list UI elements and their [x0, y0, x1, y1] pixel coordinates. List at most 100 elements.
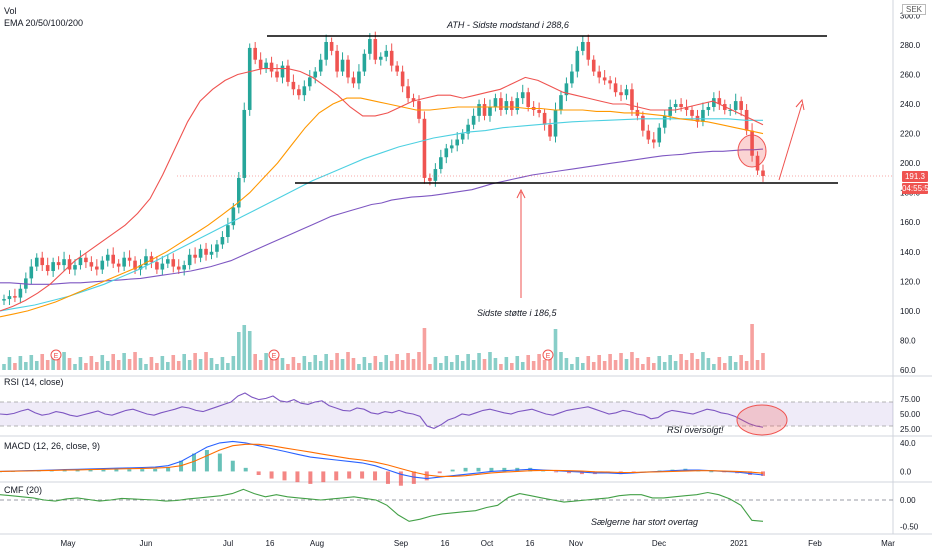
candle-body [133, 260, 137, 270]
time-tick-label: 2021 [730, 539, 748, 548]
candle-body [100, 260, 105, 270]
macd-histogram-bar [230, 460, 235, 472]
volume-bar [313, 355, 318, 370]
volume-bar [231, 356, 236, 370]
candle-body [198, 248, 203, 258]
macd-histogram-bar [554, 471, 559, 473]
candle-body [602, 77, 607, 81]
candle-body [231, 207, 236, 226]
candle-body [559, 95, 563, 110]
candle-body [449, 145, 454, 149]
candle-body [455, 139, 460, 146]
macd-histogram-bar [385, 471, 390, 484]
cmf-legend[interactable]: CMF (20) [4, 485, 42, 495]
candle-body [433, 169, 438, 181]
currency-button[interactable]: SEK [901, 4, 926, 15]
volume-bar [176, 361, 181, 370]
macd-histogram-bar [256, 471, 261, 475]
volume-bar [602, 361, 607, 370]
volume-bar [515, 356, 520, 370]
candle-body [340, 59, 345, 72]
volume-bar [62, 352, 66, 370]
candle-body [56, 262, 61, 266]
time-tick-label: Jul [223, 539, 233, 548]
candle-body [275, 71, 279, 78]
volume-bar [357, 364, 361, 370]
candle-body [329, 41, 334, 51]
candle-body [302, 86, 307, 96]
candle-body [138, 265, 143, 270]
volume-bar [346, 352, 350, 370]
earnings-marker [542, 349, 554, 361]
macd-tick-label: 40.0 [900, 439, 916, 448]
macd-histogram-bar [334, 471, 339, 481]
volume-bar [695, 359, 700, 370]
volume-bar [187, 360, 192, 370]
volume-bar [127, 359, 132, 370]
price-tick-label: 200.0 [900, 159, 921, 168]
rsi-legend[interactable]: RSI (14, close) [4, 377, 64, 387]
volume-bar [690, 353, 694, 370]
candle-body [324, 41, 328, 60]
macd-histogram-bar [127, 469, 132, 472]
volume-bar [471, 360, 476, 370]
candle-body [389, 50, 394, 66]
volume-bar [215, 364, 219, 370]
candle-body [510, 101, 514, 110]
earnings-marker-label: E [54, 353, 59, 360]
volume-bar [646, 357, 651, 370]
candle-body [608, 80, 612, 84]
volume-bar [395, 354, 399, 370]
time-tick-label: 16 [526, 539, 535, 548]
volume-bar [171, 355, 176, 370]
macd-histogram-bar [761, 471, 765, 476]
volume-bar [411, 359, 416, 370]
ema-legend[interactable]: EMA 20/50/100/200 [4, 18, 84, 28]
volume-bar [160, 356, 165, 370]
candle-body [750, 130, 754, 156]
candle-body [171, 259, 176, 267]
macd-pane [0, 440, 765, 486]
candle-body [406, 86, 410, 99]
volume-bar [575, 357, 580, 370]
time-tick-label: Feb [808, 539, 822, 548]
ema100-line [0, 118, 763, 312]
candle-body [166, 259, 170, 264]
volume-bar [297, 363, 301, 370]
volume-bar [668, 355, 672, 370]
volume-bar [701, 352, 705, 370]
time-tick-label: Aug [310, 539, 324, 548]
candle-body [193, 254, 197, 258]
candle-body [149, 256, 154, 263]
candle-body [477, 104, 481, 116]
candle-body [264, 62, 268, 69]
candle-body [526, 92, 531, 107]
volume-bar [155, 363, 159, 370]
candle-body [313, 71, 318, 78]
volume-bar [67, 358, 72, 370]
volume-bar [591, 362, 596, 370]
volume-bar [29, 355, 34, 370]
volume-bar [51, 353, 55, 370]
candle-body [728, 109, 733, 111]
volume-bar [706, 358, 711, 370]
volume-bar [417, 352, 421, 370]
macd-histogram-bar [282, 471, 287, 481]
volume-bar [542, 360, 547, 370]
candle-body [346, 59, 350, 78]
candle-body [439, 157, 443, 170]
volume-bar [504, 357, 509, 370]
support-arrowhead [516, 188, 526, 199]
macd-histogram-bar [308, 471, 313, 484]
macd-legend[interactable]: MACD (12, 26, close, 9) [4, 441, 101, 451]
candle-body [73, 265, 77, 270]
volume-bar [428, 364, 432, 370]
earnings-marker [268, 349, 280, 361]
price-tick-label: 120.0 [900, 277, 921, 286]
vol-legend[interactable]: Vol [4, 6, 17, 16]
macd-histogram-bar [321, 471, 326, 483]
candle-body [570, 71, 574, 84]
candle-body [679, 104, 683, 107]
macd-histogram-bar [424, 471, 429, 481]
candle-body [318, 59, 323, 72]
